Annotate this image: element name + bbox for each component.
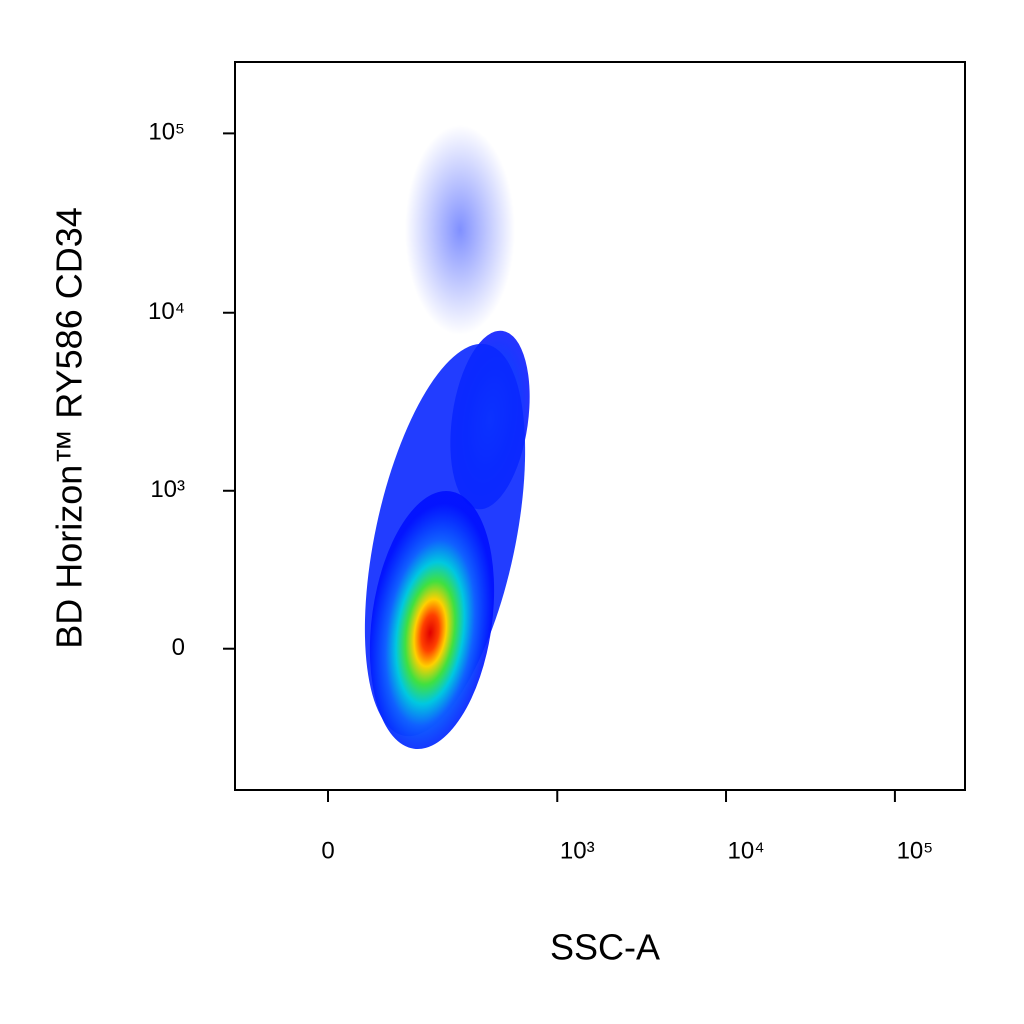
plot-frame bbox=[234, 61, 966, 791]
y-tick-label: 0 bbox=[172, 634, 185, 661]
core-population bbox=[369, 490, 495, 750]
y-tick-label: 10³ bbox=[150, 476, 185, 503]
density-cloud bbox=[364, 125, 530, 750]
y-tick-label: 10⁴ bbox=[148, 298, 185, 325]
y-axis-label: BD Horizon™ RY586 CD34 bbox=[49, 207, 90, 649]
x-tick-label: 10³ bbox=[560, 837, 595, 864]
x-tick-label: 0 bbox=[321, 837, 334, 864]
x-tick-label: 10⁵ bbox=[897, 837, 934, 864]
y-tick-label: 10⁵ bbox=[148, 119, 185, 146]
x-axis-label: SSC-A bbox=[550, 927, 660, 968]
x-tick-label: 10⁴ bbox=[728, 837, 765, 864]
sparse-tail bbox=[405, 125, 515, 335]
